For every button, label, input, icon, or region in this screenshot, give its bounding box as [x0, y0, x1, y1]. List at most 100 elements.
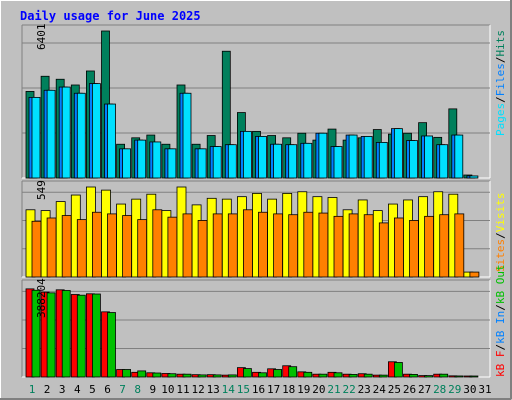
- bar-pages-day-2: [46, 89, 56, 179]
- legend-segment: kB F: [494, 351, 507, 378]
- day-label-27: 27: [418, 383, 431, 396]
- bar-sites-day-20: [318, 212, 329, 278]
- bar-kb-out-day-10: [167, 373, 177, 378]
- bar-sites-day-12: [197, 220, 208, 278]
- bar-pages-day-3: [61, 86, 71, 179]
- day-label-26: 26: [403, 383, 416, 396]
- day-label-9: 9: [149, 383, 156, 396]
- day-label-29: 29: [448, 383, 461, 396]
- bar-sites-day-6: [107, 213, 117, 278]
- bar-pages-day-17: [273, 143, 283, 179]
- bar-sites-day-14: [227, 213, 238, 278]
- bar-sites-day-3: [61, 215, 72, 278]
- bar-kb-out-day-3: [61, 290, 71, 378]
- bar-pages-day-25: [393, 128, 403, 179]
- day-label-25: 25: [388, 383, 401, 396]
- bar-kb-out-day-14: [227, 374, 237, 378]
- day-label-13: 13: [207, 383, 220, 396]
- hits-ymax-label: 6401: [35, 24, 48, 51]
- bar-sites-day-17: [273, 213, 284, 278]
- day-label-2: 2: [44, 383, 51, 396]
- bar-kb-out-day-25: [393, 362, 403, 378]
- day-label-20: 20: [312, 383, 325, 396]
- kbytes-ymax-label: 388204: [35, 278, 48, 318]
- bar-pages-day-21: [333, 146, 343, 179]
- bar-kb-out-day-6: [107, 312, 116, 378]
- bar-kb-out-day-11: [182, 373, 192, 378]
- bar-sites-day-15: [242, 209, 253, 278]
- bar-pages-day-24: [378, 142, 388, 179]
- bar-kb-out-day-22: [348, 374, 358, 378]
- bar-pages-day-4: [76, 92, 86, 179]
- day-label-16: 16: [252, 383, 265, 396]
- bar-kb-out-day-15: [242, 368, 252, 378]
- bar-pages-day-6: [107, 103, 116, 179]
- bar-kb-out-day-9: [152, 372, 162, 378]
- bar-pages-day-23: [363, 136, 373, 179]
- day-label-1: 1: [29, 383, 36, 396]
- bar-sites-day-21: [333, 215, 344, 278]
- day-label-31: 31: [478, 383, 491, 396]
- bar-sites-day-27: [424, 215, 435, 278]
- bar-kb-out-day-12: [197, 374, 207, 378]
- bar-kb-out-day-19: [303, 371, 313, 378]
- hits-legend: Pages/Files/Hits: [494, 30, 507, 136]
- visits-panel: [21, 180, 491, 278]
- day-label-11: 11: [176, 383, 189, 396]
- bar-sites-day-9: [152, 209, 163, 278]
- bar-pages-day-29: [454, 134, 464, 179]
- bar-kb-out-day-8: [137, 370, 147, 378]
- bar-sites-day-29: [454, 213, 465, 278]
- chart-title: Daily usage for June 2025: [20, 9, 201, 23]
- bar-sites-day-18: [288, 214, 299, 278]
- bar-pages-day-5: [92, 83, 101, 179]
- bar-pages-day-30: [469, 175, 479, 179]
- bar-sites-day-22: [348, 213, 359, 278]
- bar-sites-day-19: [303, 211, 314, 278]
- bar-kb-out-day-5: [92, 293, 101, 378]
- day-label-4: 4: [74, 383, 81, 396]
- day-label-10: 10: [161, 383, 174, 396]
- legend-segment: Visits: [494, 193, 507, 233]
- bar-pages-day-8: [137, 139, 147, 179]
- bar-pages-day-19: [303, 142, 313, 179]
- day-label-14: 14: [222, 383, 236, 396]
- bar-kb-out-day-17: [273, 369, 283, 378]
- day-label-18: 18: [282, 383, 295, 396]
- visits-ymax-label: 549: [35, 180, 48, 200]
- day-label-7: 7: [119, 383, 126, 396]
- day-label-17: 17: [267, 383, 280, 396]
- kbytes-legend: kB F/kB In/kB Out: [494, 264, 507, 377]
- bar-kb-out-day-4: [76, 294, 86, 378]
- bar-kb-out-day-13: [212, 374, 222, 378]
- bar-kb-out-day-27: [424, 375, 434, 378]
- day-label-12: 12: [191, 383, 204, 396]
- bar-sites-day-4: [76, 219, 87, 278]
- bar-kb-out-day-7: [122, 369, 131, 378]
- x-axis-day-labels: 1 2 3 4 5 6 7 8 9 10 11 12 13 14 15 16 17 18 19 20 21 22 23 24 2…: [29, 383, 492, 396]
- bar-pages-day-15: [242, 130, 252, 179]
- bar-kb-out-day-18: [288, 366, 298, 378]
- legend-segment: /: [494, 344, 507, 351]
- bar-sites-day-11: [182, 213, 193, 278]
- bar-pages-day-22: [348, 134, 358, 179]
- bar-kb-out-day-21: [333, 372, 343, 378]
- bar-sites-day-10: [167, 216, 178, 278]
- bar-sites-day-23: [363, 214, 374, 278]
- kbytes-panel: [21, 279, 491, 378]
- bar-kb-out-day-24: [378, 374, 388, 378]
- day-label-19: 19: [297, 383, 310, 396]
- bar-kb-out-day-16: [258, 372, 267, 378]
- bar-kb-out-day-28: [439, 373, 449, 378]
- bar-pages-day-14: [227, 144, 237, 179]
- legend-segment: /: [494, 232, 507, 239]
- day-label-5: 5: [89, 383, 96, 396]
- bar-sites-day-2: [46, 217, 57, 278]
- bar-sites-day-25: [393, 217, 404, 278]
- bar-sites-day-7: [122, 215, 132, 278]
- bar-pages-day-9: [152, 141, 162, 179]
- legend-segment: kB Out: [494, 264, 507, 304]
- bar-sites-day-30: [469, 271, 480, 278]
- day-label-3: 3: [59, 383, 66, 396]
- visits-legend: Sites/Visits: [494, 193, 507, 273]
